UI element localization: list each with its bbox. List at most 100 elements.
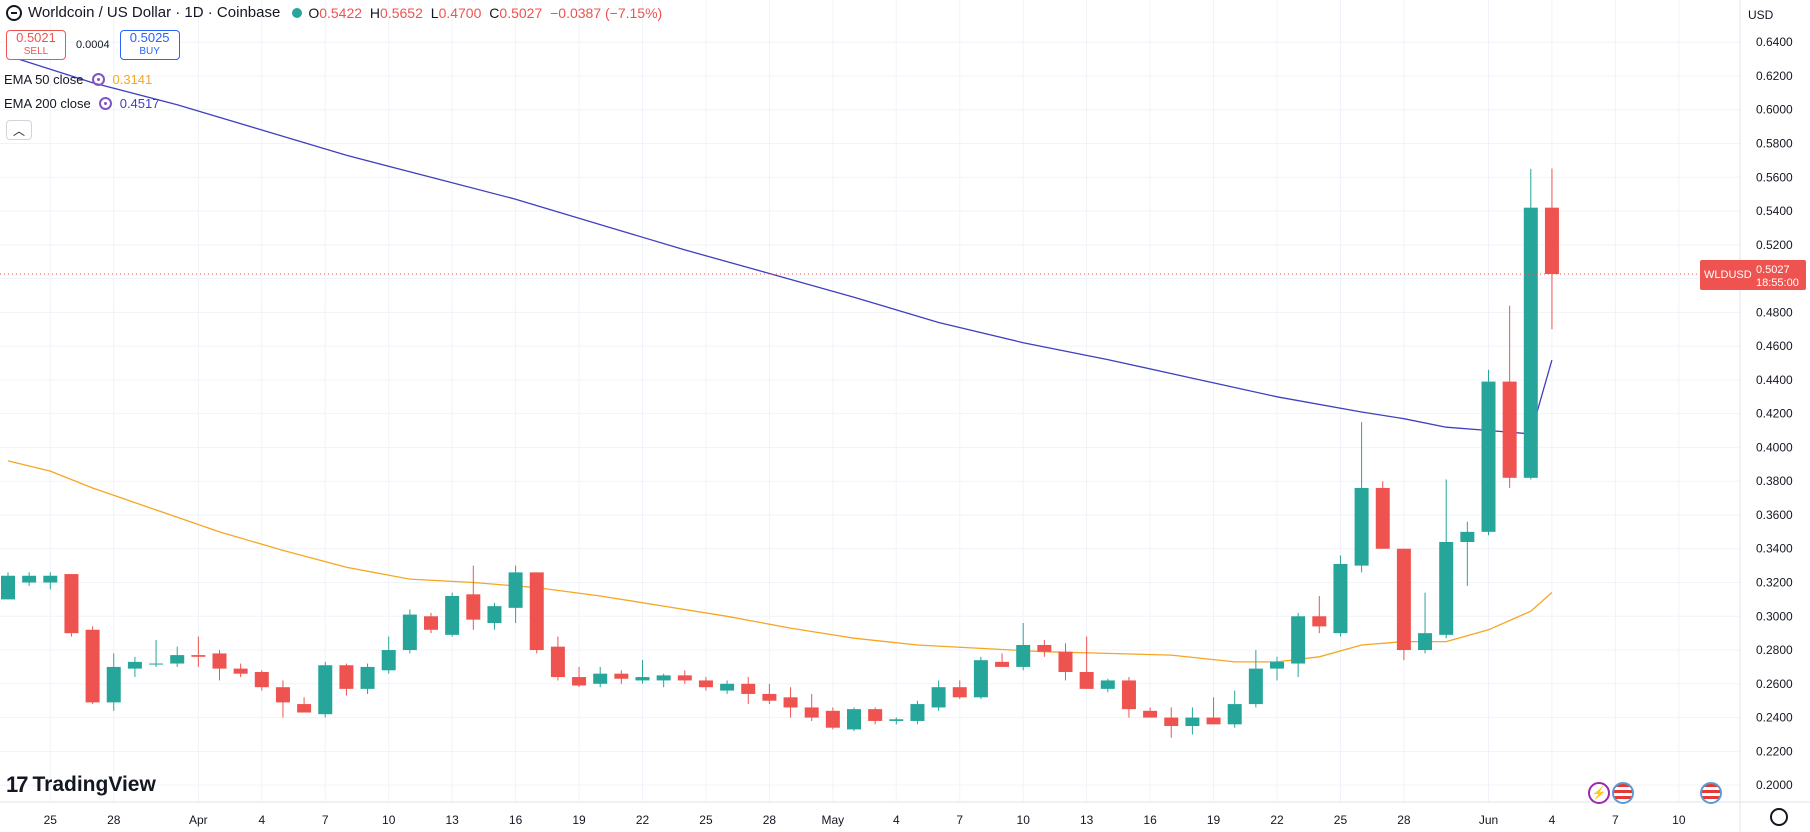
candle <box>825 707 840 730</box>
candle-body <box>783 697 798 708</box>
candle-body <box>424 616 438 630</box>
candle <box>1481 369 1496 536</box>
candle-body <box>973 660 988 698</box>
candle-body <box>635 677 650 681</box>
candle <box>43 572 58 590</box>
candle-body <box>1481 381 1496 532</box>
gear-icon[interactable] <box>1770 808 1788 826</box>
ohlc-open-key: O <box>308 4 320 21</box>
candle <box>1354 422 1369 573</box>
price-tick-label: 0.4400 <box>1756 373 1793 387</box>
candle-body <box>466 594 481 620</box>
candle <box>254 670 269 691</box>
buy-price: 0.5025 <box>129 30 170 45</box>
candle <box>233 663 248 678</box>
us-event-flag-icon[interactable] <box>1700 782 1722 804</box>
candle-body <box>1312 616 1327 627</box>
candle <box>550 636 565 681</box>
price-tick-label: 0.2400 <box>1756 711 1793 725</box>
candle-body <box>85 629 100 703</box>
ema50-line <box>7 460 1553 663</box>
sell-button[interactable]: 0.5021 SELL <box>6 30 66 60</box>
branding-text: TradingView <box>32 773 156 796</box>
candle-body <box>1291 616 1306 664</box>
candle <box>1121 677 1136 718</box>
candle-body <box>1100 680 1115 689</box>
candle <box>1439 479 1454 639</box>
candle-body <box>1121 680 1136 710</box>
chart-header: Worldcoin / US Dollar · 1D · Coinbase O0… <box>6 4 666 21</box>
indicator-ema50[interactable]: EMA 50 close 0.3141 <box>4 72 152 87</box>
symbol-title: Worldcoin / US Dollar · 1D · Coinbase <box>28 4 281 21</box>
spread-value: 0.0004 <box>76 39 110 51</box>
buy-button[interactable]: 0.5025 BUY <box>119 30 180 60</box>
currency-selector[interactable]: USD <box>1748 4 1788 26</box>
candle-body <box>402 614 417 651</box>
candle-body <box>1354 487 1369 566</box>
sell-label: SELL <box>23 46 49 57</box>
candle-body <box>698 680 713 688</box>
price-tick-label: 0.3400 <box>1756 542 1793 556</box>
time-tick-label: Apr <box>189 813 208 827</box>
ohlc-close-key: C <box>489 4 500 21</box>
time-tick-label: May <box>822 813 845 827</box>
candle <box>931 680 946 711</box>
ema50-settings-icon[interactable] <box>91 73 105 86</box>
candle-body <box>127 661 142 669</box>
candle <box>698 677 713 691</box>
candle-body <box>212 653 227 669</box>
candle-body <box>381 650 396 671</box>
time-tick-label: 13 <box>445 813 459 827</box>
candle <box>1270 656 1284 681</box>
collapse-legend-button[interactable]: ︿ <box>6 120 32 140</box>
candle-body <box>677 675 692 681</box>
candle <box>1206 697 1221 725</box>
price-tick-label: 0.6400 <box>1756 35 1793 49</box>
candle <box>1523 168 1538 480</box>
market-status-icon[interactable] <box>292 7 303 18</box>
time-tick-label: 7 <box>956 813 963 827</box>
candle <box>868 707 883 725</box>
indicator-ema200[interactable]: EMA 200 close 0.4517 <box>4 96 159 111</box>
candle-body <box>656 675 671 681</box>
tradingview-branding[interactable]: 17 TradingView <box>6 772 156 798</box>
price-tick-label: 0.5200 <box>1756 238 1793 252</box>
candle-body <box>1544 207 1559 275</box>
candle <box>297 697 312 713</box>
candle-body <box>1037 644 1052 652</box>
time-tick-label: 25 <box>44 813 58 827</box>
candle <box>424 612 438 634</box>
candle <box>783 687 798 718</box>
candle-body <box>1185 717 1200 727</box>
ema200-settings-icon[interactable] <box>98 97 112 110</box>
price-tick-label: 0.4200 <box>1756 407 1793 421</box>
candle-body <box>804 707 819 718</box>
time-tick-label: 10 <box>1672 813 1686 827</box>
price-tick-label: 0.3800 <box>1756 474 1793 488</box>
candle-body <box>1460 531 1475 542</box>
us-event-flag-icon[interactable] <box>1612 782 1634 804</box>
candle-body <box>1439 541 1454 635</box>
candle-body <box>720 683 735 691</box>
candle-body <box>1058 651 1073 672</box>
candle <box>64 574 79 637</box>
candle-body <box>952 687 967 698</box>
candle-body <box>868 709 883 721</box>
ohlc-close-value: 0.5027 <box>499 4 543 21</box>
candle <box>1164 707 1179 738</box>
candle <box>508 565 523 624</box>
candle <box>22 572 37 586</box>
candle-body <box>889 719 904 721</box>
event-lightning-icon[interactable]: ⚡ <box>1588 782 1610 804</box>
candle <box>529 572 544 654</box>
candle-body <box>149 663 164 665</box>
ohlc-values: O0.5422 H0.5652 L0.4700 C0.5027 −0.0387 … <box>308 5 666 21</box>
candle-body <box>741 683 756 694</box>
candle <box>381 636 396 674</box>
time-tick-label: 22 <box>1270 813 1284 827</box>
candle <box>1185 707 1200 735</box>
candle <box>1291 612 1306 678</box>
